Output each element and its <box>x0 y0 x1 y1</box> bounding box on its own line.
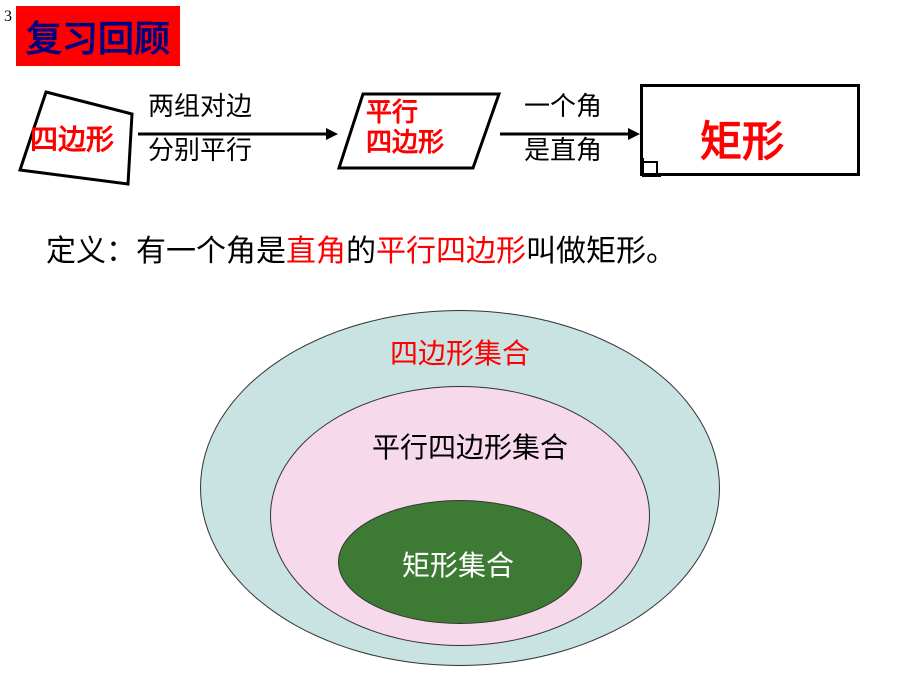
right-angle-mark <box>640 158 662 180</box>
header-box: 复习回顾 <box>16 6 180 66</box>
venn-diagram: 四边形集合 平行四边形集合 矩形集合 <box>160 296 760 676</box>
page-number: 3 <box>4 8 12 26</box>
parallelogram-line2: 四边形 <box>366 128 444 158</box>
definition-text: 定义：有一个角是直角的平行四边形叫做矩形。 <box>46 226 676 270</box>
def-part2: 直角 <box>286 235 346 268</box>
venn-middle-label: 平行四边形集合 <box>372 426 568 466</box>
rectangle-label: 矩形 <box>700 108 784 169</box>
def-part4: 平行四边形 <box>376 235 526 268</box>
arrow-2-top-text: 一个角 <box>524 92 602 122</box>
def-part5: 叫做矩形。 <box>526 235 676 268</box>
def-part1: 定义：有一个角是 <box>46 235 286 268</box>
def-part3: 的 <box>346 235 376 268</box>
venn-inner-label: 矩形集合 <box>402 544 514 584</box>
parallelogram-label: 平行 四边形 <box>366 98 444 158</box>
arrow-2-bottom-text: 是直角 <box>524 136 602 166</box>
flowchart: 四边形 两组对边 分别平行 平行 四边形 一个角 是直角 矩形 <box>0 80 920 200</box>
arrow-1-top-text: 两组对边 <box>148 92 252 122</box>
venn-outer-label: 四边形集合 <box>390 332 530 372</box>
parallelogram-line1: 平行 <box>366 98 444 128</box>
header-title: 复习回顾 <box>26 19 170 59</box>
quadrilateral-label: 四边形 <box>30 118 114 158</box>
arrow-1-bottom-text: 分别平行 <box>148 136 252 166</box>
